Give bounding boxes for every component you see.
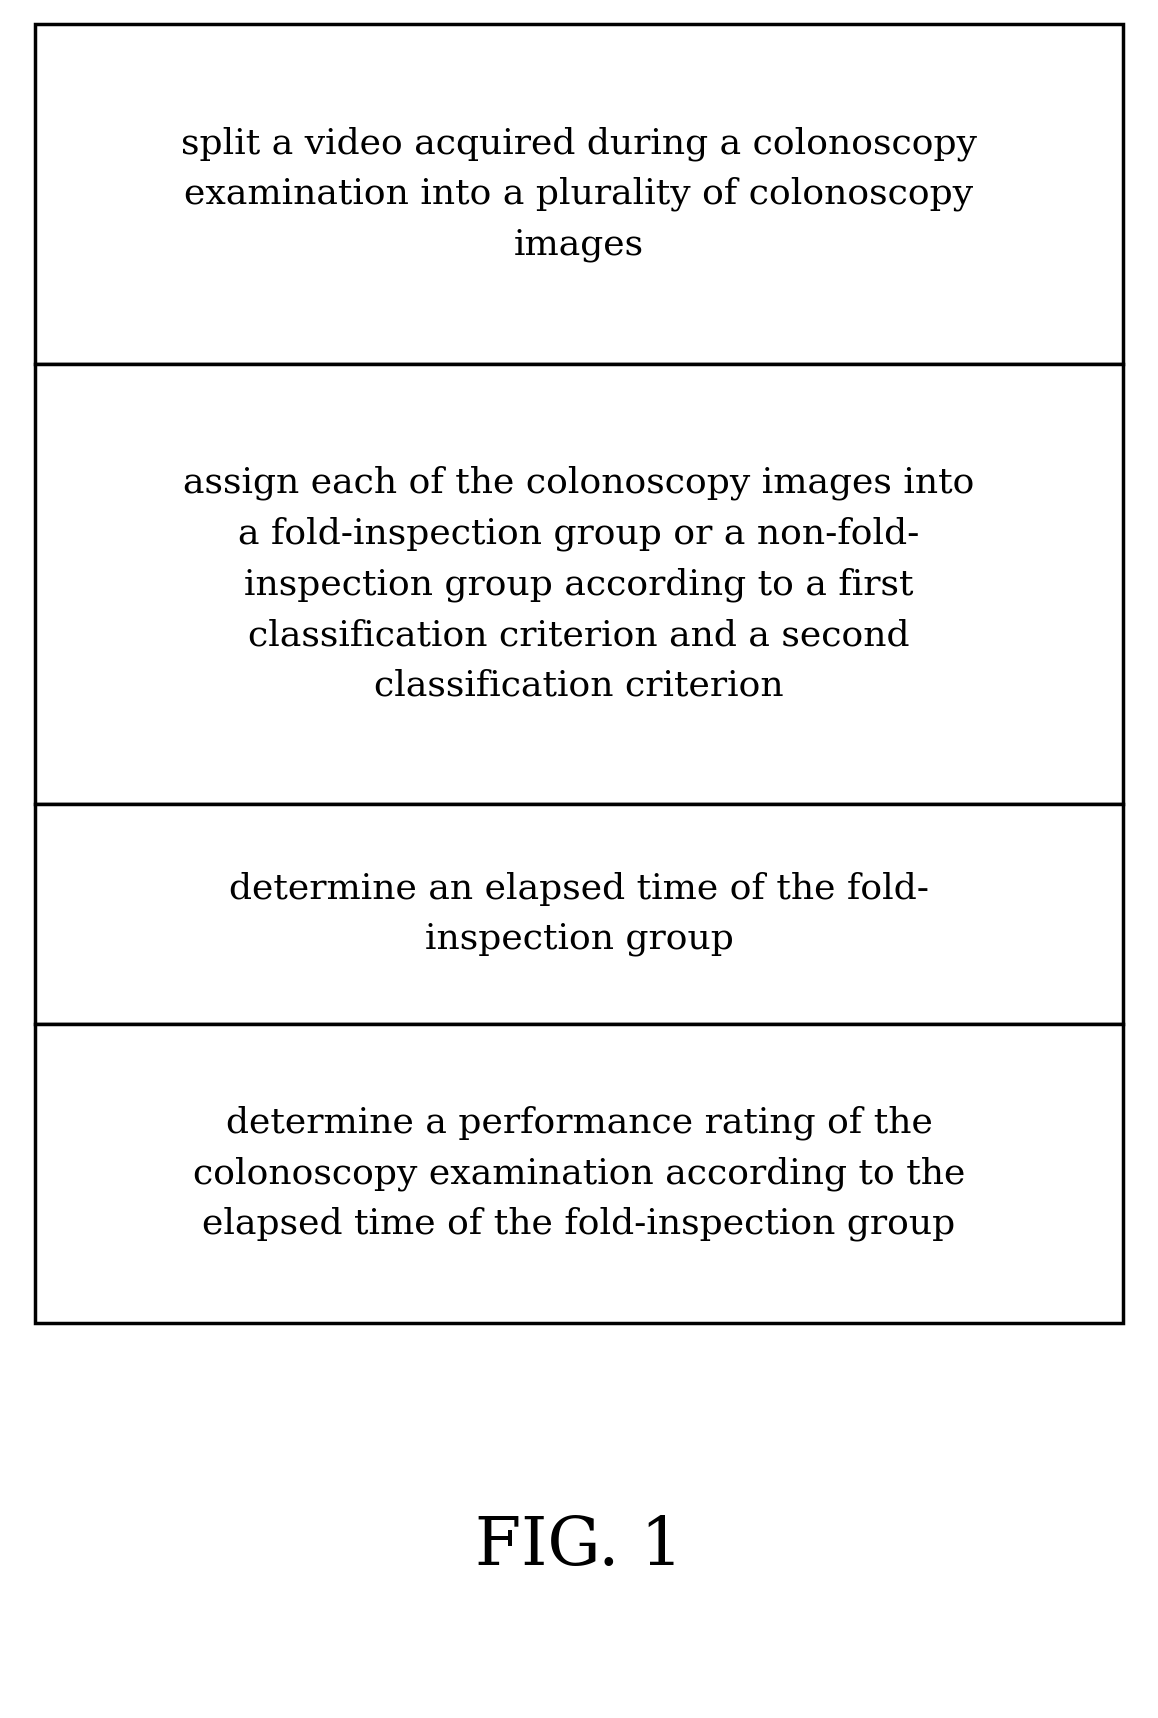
Text: FIG. 1: FIG. 1 bbox=[475, 1514, 683, 1579]
Text: determine an elapsed time of the fold-
inspection group: determine an elapsed time of the fold- i… bbox=[229, 871, 929, 957]
FancyBboxPatch shape bbox=[35, 1024, 1123, 1323]
FancyBboxPatch shape bbox=[35, 364, 1123, 804]
Text: assign each of the colonoscopy images into
a fold-inspection group or a non-fold: assign each of the colonoscopy images in… bbox=[183, 466, 975, 703]
Text: split a video acquired during a colonoscopy
examination into a plurality of colo: split a video acquired during a colonosc… bbox=[181, 125, 977, 263]
Text: determine a performance rating of the
colonoscopy examination according to the
e: determine a performance rating of the co… bbox=[193, 1105, 965, 1242]
FancyBboxPatch shape bbox=[35, 24, 1123, 364]
FancyBboxPatch shape bbox=[35, 804, 1123, 1024]
